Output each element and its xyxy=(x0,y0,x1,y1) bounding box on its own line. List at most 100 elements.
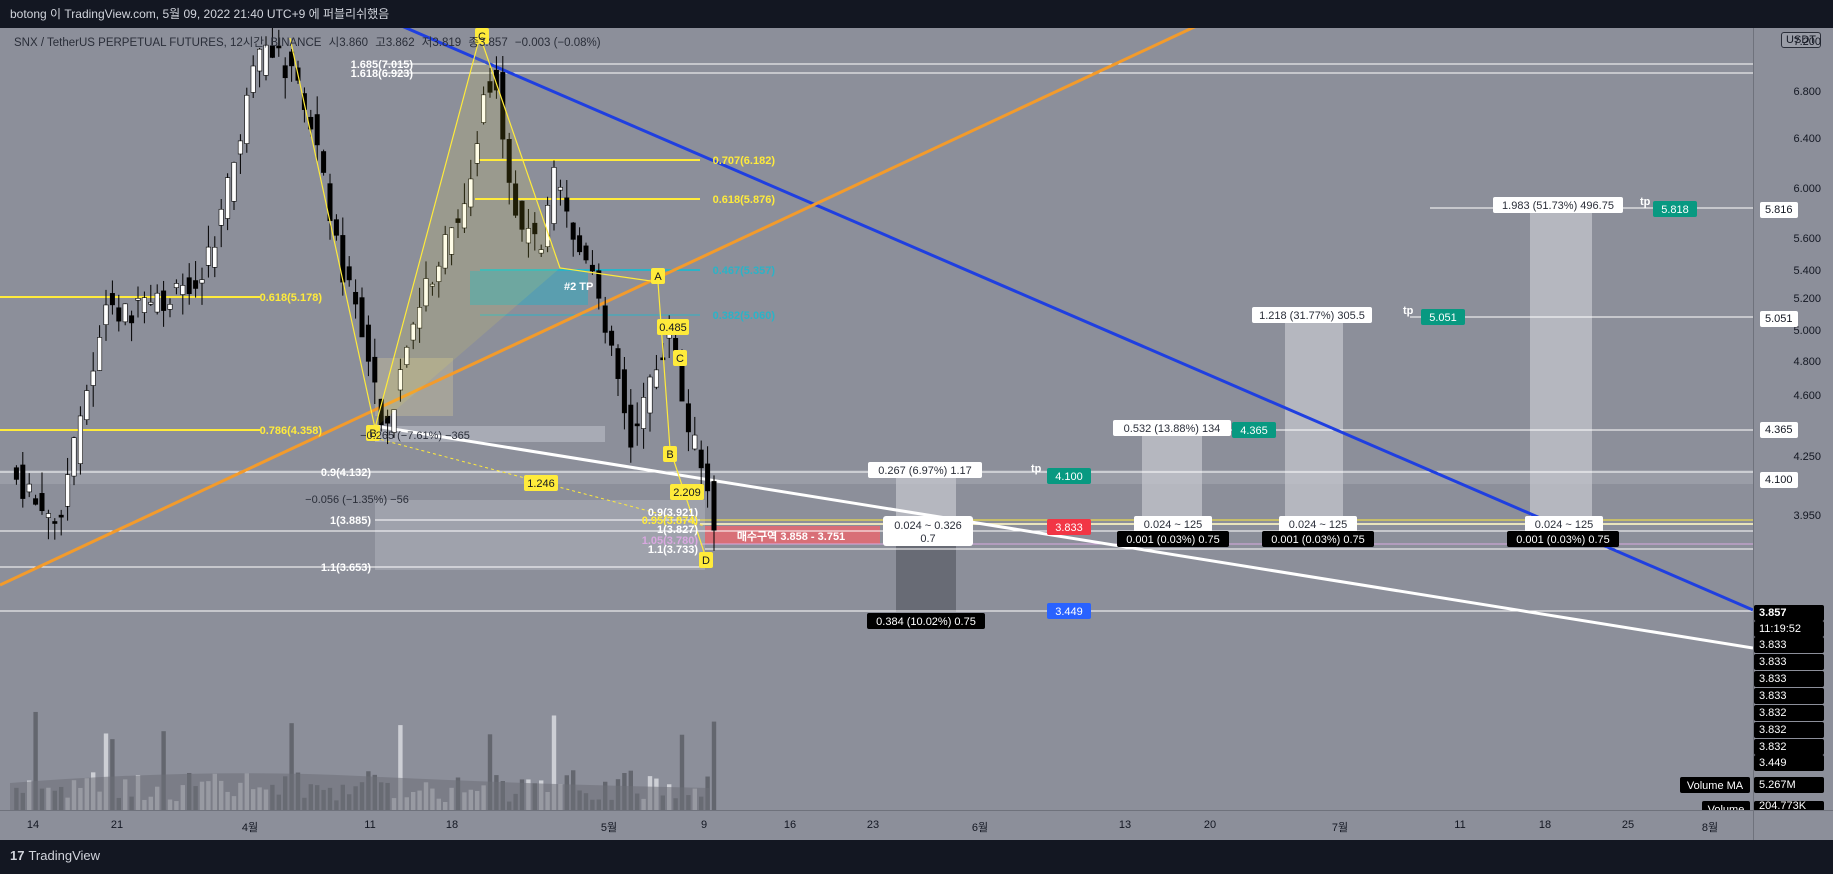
stop-loss-label-bg xyxy=(867,613,985,629)
price-tick: 4.600 xyxy=(1793,390,1821,402)
candle-body xyxy=(269,45,275,58)
stop-label-2-bg xyxy=(1117,531,1229,547)
candle-body xyxy=(519,200,525,230)
price-tick: 6.000 xyxy=(1793,183,1821,195)
time-tick: 8월 xyxy=(1701,822,1719,834)
current-price-tag: 3.857 xyxy=(1754,605,1824,621)
candle-body xyxy=(333,219,339,236)
candle-body xyxy=(314,114,320,146)
chart-pane[interactable]: C B A C B D 0.485 1.246 2.209 1.685(7.015) 1.618(6… xyxy=(0,28,1753,810)
fib-label-11: 1.1(3.653) xyxy=(321,562,371,574)
target-label-3-bg xyxy=(1113,420,1231,436)
volume-bar xyxy=(103,733,109,810)
price-tick: 5.000 xyxy=(1793,325,1821,337)
candle-body xyxy=(154,292,160,313)
ratio-1246: 1.246 xyxy=(527,478,555,490)
candle-body xyxy=(621,369,627,414)
candle-body xyxy=(129,315,135,324)
candle-body xyxy=(641,397,647,429)
candle-body xyxy=(97,337,103,371)
stack-tag: 3.833 xyxy=(1754,671,1824,687)
price-axis[interactable]: USDT 7.200 6.800 6.400 6.000 5.600 5.400 5.200… xyxy=(1753,28,1833,810)
trendline-blue xyxy=(402,28,1753,612)
pattern-point-a: A xyxy=(654,271,662,283)
candle-body xyxy=(410,323,416,341)
ratio-0485: 0.485 xyxy=(659,322,687,334)
chart-canvas[interactable]: C B A C B D 0.485 1.246 2.209 1.685(7.015)1.618(6… xyxy=(0,28,1753,810)
candle-body xyxy=(436,265,442,282)
stop-price-blue-bg xyxy=(1047,603,1091,619)
price-tick: 5.200 xyxy=(1793,293,1821,305)
volume-bar xyxy=(487,734,493,810)
pattern-point-c: C xyxy=(676,353,684,365)
tradingview-logo[interactable]: 17 TradingView xyxy=(10,848,100,863)
candle-body xyxy=(685,403,691,433)
candle-body xyxy=(557,186,563,191)
stop-box xyxy=(896,544,956,612)
candle-body xyxy=(148,301,154,305)
candle-body xyxy=(679,361,685,402)
candle-body xyxy=(180,285,186,295)
candle-body xyxy=(231,162,237,202)
candle-body xyxy=(282,65,288,79)
candle-body xyxy=(538,249,544,254)
volume-bar xyxy=(679,734,685,810)
ratio-2209-bg xyxy=(670,484,704,500)
candle-body xyxy=(161,290,167,311)
candle-body xyxy=(372,356,378,383)
target-label-1: 1.983 (51.73%) 496.75 xyxy=(1502,200,1614,212)
time-tick: 11 xyxy=(364,819,376,831)
axis-corner[interactable] xyxy=(1753,810,1833,840)
candle-body xyxy=(660,357,666,361)
price-tick: 3.950 xyxy=(1793,510,1821,522)
ohlc-open: 시3.860 xyxy=(328,37,369,49)
candle-body xyxy=(90,370,96,386)
ratio-0485-bg xyxy=(657,319,689,335)
candle-body xyxy=(609,330,615,346)
candle-body xyxy=(84,390,90,421)
publish-info: botong 이 TradingView.com, 5월 09, 2022 21… xyxy=(10,7,390,21)
time-tick: 20 xyxy=(1203,819,1217,831)
stop-label-3: 0.001 (0.03%) 0.75 xyxy=(1271,534,1365,546)
stack-tag: 3.832 xyxy=(1754,739,1824,755)
volume-bar xyxy=(289,723,294,810)
publish-header: botong 이 TradingView.com, 5월 09, 2022 21… xyxy=(0,0,1833,28)
candle-body xyxy=(461,203,467,229)
candle-body xyxy=(257,48,263,72)
candle-body xyxy=(596,270,602,299)
fib-label-09: 0.9(4.132) xyxy=(321,467,371,479)
volume-bar xyxy=(711,721,717,810)
price-tick: 7.200 xyxy=(1793,36,1821,48)
candle-body xyxy=(167,304,173,310)
volume-bar xyxy=(551,715,557,810)
currency-button[interactable]: USDT xyxy=(1781,32,1821,48)
price-tick: 6.400 xyxy=(1793,133,1821,145)
volume-bar xyxy=(398,725,403,810)
price-tick: 6.800 xyxy=(1793,86,1821,98)
candle-body xyxy=(551,167,557,224)
time-axis[interactable]: 14 21 4월 11 18 5월 9 16 23 6월 13 20 7월 11 18 25 8월 xyxy=(0,810,1753,840)
target-price-4-bg xyxy=(1047,468,1091,484)
candle-body xyxy=(77,415,83,464)
candle-body xyxy=(506,139,512,183)
fib-label-0467: 0.467(5.357) xyxy=(713,265,776,277)
candle-body xyxy=(455,218,461,223)
pattern-point-c-top-bg xyxy=(475,28,489,44)
volume-bar xyxy=(161,731,166,810)
time-tick: 18 xyxy=(1538,819,1552,831)
candle-body xyxy=(564,197,570,212)
fib-label-1-right: 1(3.827) xyxy=(657,524,698,536)
entry-label-2-bg xyxy=(1134,516,1212,532)
volume-label-bg xyxy=(1702,801,1750,810)
candle-body xyxy=(525,228,531,244)
candle-body xyxy=(186,277,192,295)
candle-body xyxy=(199,279,205,284)
symbol-name[interactable]: SNX / TetherUS PERPETUAL FUTURES, 12시간, … xyxy=(14,37,322,49)
candle-body xyxy=(52,521,58,524)
candle-body xyxy=(321,151,327,173)
candle-body xyxy=(500,72,506,140)
time-tick: 18 xyxy=(445,819,459,831)
candle-body xyxy=(653,369,659,388)
stop-label-4: 0.001 (0.03%) 0.75 xyxy=(1516,534,1610,546)
candle-body xyxy=(26,483,32,493)
